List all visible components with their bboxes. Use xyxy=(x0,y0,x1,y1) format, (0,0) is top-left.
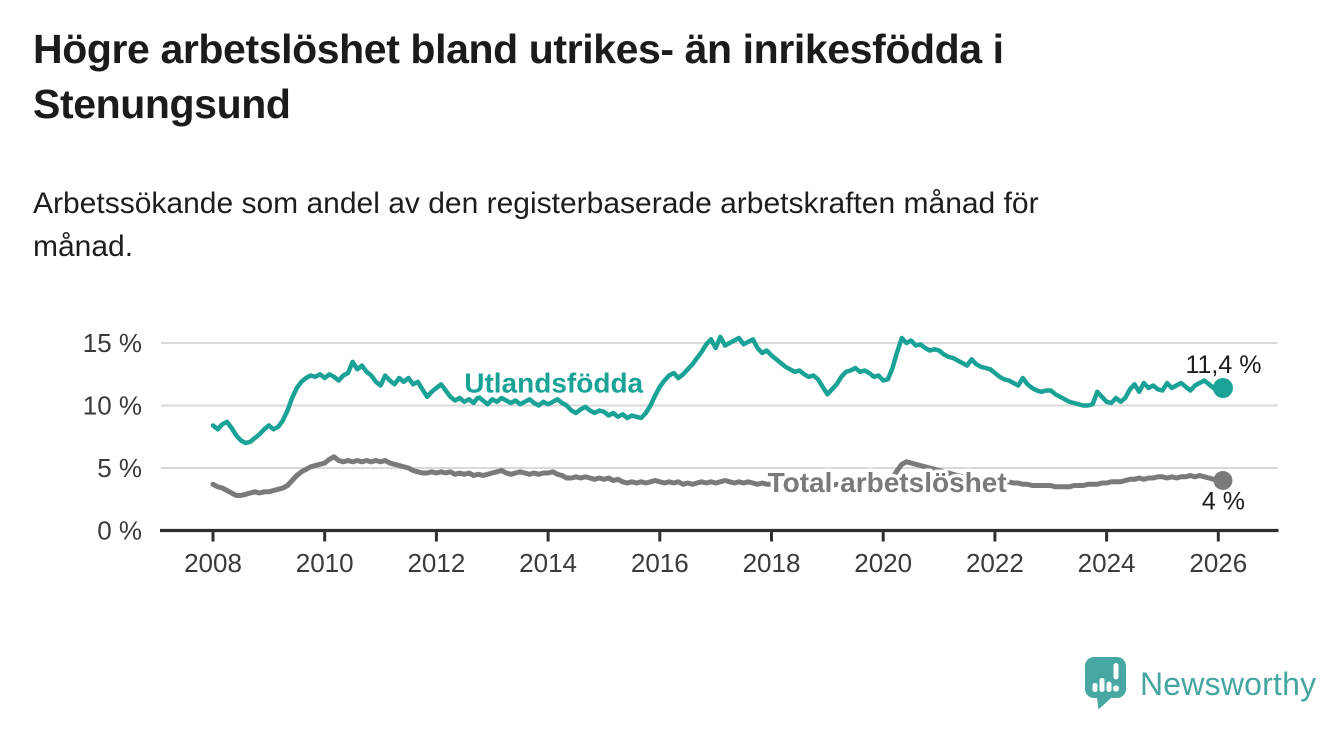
gridlines xyxy=(161,342,1278,469)
x-tick-label: 2014 xyxy=(519,548,577,578)
newsworthy-logo-text: Newsworthy xyxy=(1140,665,1317,702)
x-axis xyxy=(160,528,1279,542)
title-line-2: Stenungsund xyxy=(33,80,291,127)
series-lines xyxy=(210,334,1233,498)
y-tick-label: 5 % xyxy=(97,453,142,483)
subtitle-line-2: månad. xyxy=(33,230,134,264)
y-tick-label: 10 % xyxy=(83,391,142,421)
newsworthy-logo: Newsworthy xyxy=(1085,656,1316,712)
end-value-label-total: 4 % xyxy=(1202,488,1245,516)
latest-value-dot-utlandsfodda xyxy=(1212,378,1233,398)
series-label-total-arbetsloshet: Total arbetslöshet xyxy=(768,467,1007,498)
bar-chart-speech-bubble-icon xyxy=(1085,657,1126,710)
data-line-total xyxy=(210,454,1226,498)
series-label-utlandsfodda: Utlandsfödda xyxy=(464,367,643,398)
y-tick-label: 0 % xyxy=(97,516,142,546)
x-tick-label: 2016 xyxy=(631,548,689,578)
unemployment-line-chart: 0 %5 %10 %15 % 2008 2010 2012 2014 2016 2018 2… xyxy=(83,328,1279,578)
page-title: Högre arbetslöshet bland utrikes- än inr… xyxy=(33,22,1293,131)
latest-value-dot-total xyxy=(1213,471,1233,490)
data-line-utlandsfodda xyxy=(210,334,1226,446)
y-tick-label: 15 % xyxy=(83,328,142,358)
x-tick-label: 2020 xyxy=(854,548,912,578)
x-tick-label: 2026 xyxy=(1189,548,1247,578)
x-tick-label: 2008 xyxy=(184,548,242,578)
x-tick-label: 2024 xyxy=(1078,548,1136,578)
x-tick-label: 2018 xyxy=(743,548,801,578)
title-line-1: Högre arbetslöshet bland utrikes- än inr… xyxy=(33,26,1004,72)
subtitle-line-1: Arbetssökande som andel av den registerb… xyxy=(33,187,1039,220)
chart-subtitle: Arbetssökande som andel av den registerb… xyxy=(33,182,1293,268)
x-tick-label: 2012 xyxy=(407,548,465,578)
x-tick-label: 2010 xyxy=(296,548,354,578)
x-axis-labels: 2008 2010 2012 2014 2016 2018 2020 2022 2024 2026 xyxy=(184,548,1247,578)
x-tick-label: 2022 xyxy=(966,548,1024,578)
end-value-label-utlandsfodda: 11,4 % xyxy=(1185,351,1261,379)
y-axis-labels: 0 % 5 % 10 % 15 % xyxy=(83,328,142,546)
